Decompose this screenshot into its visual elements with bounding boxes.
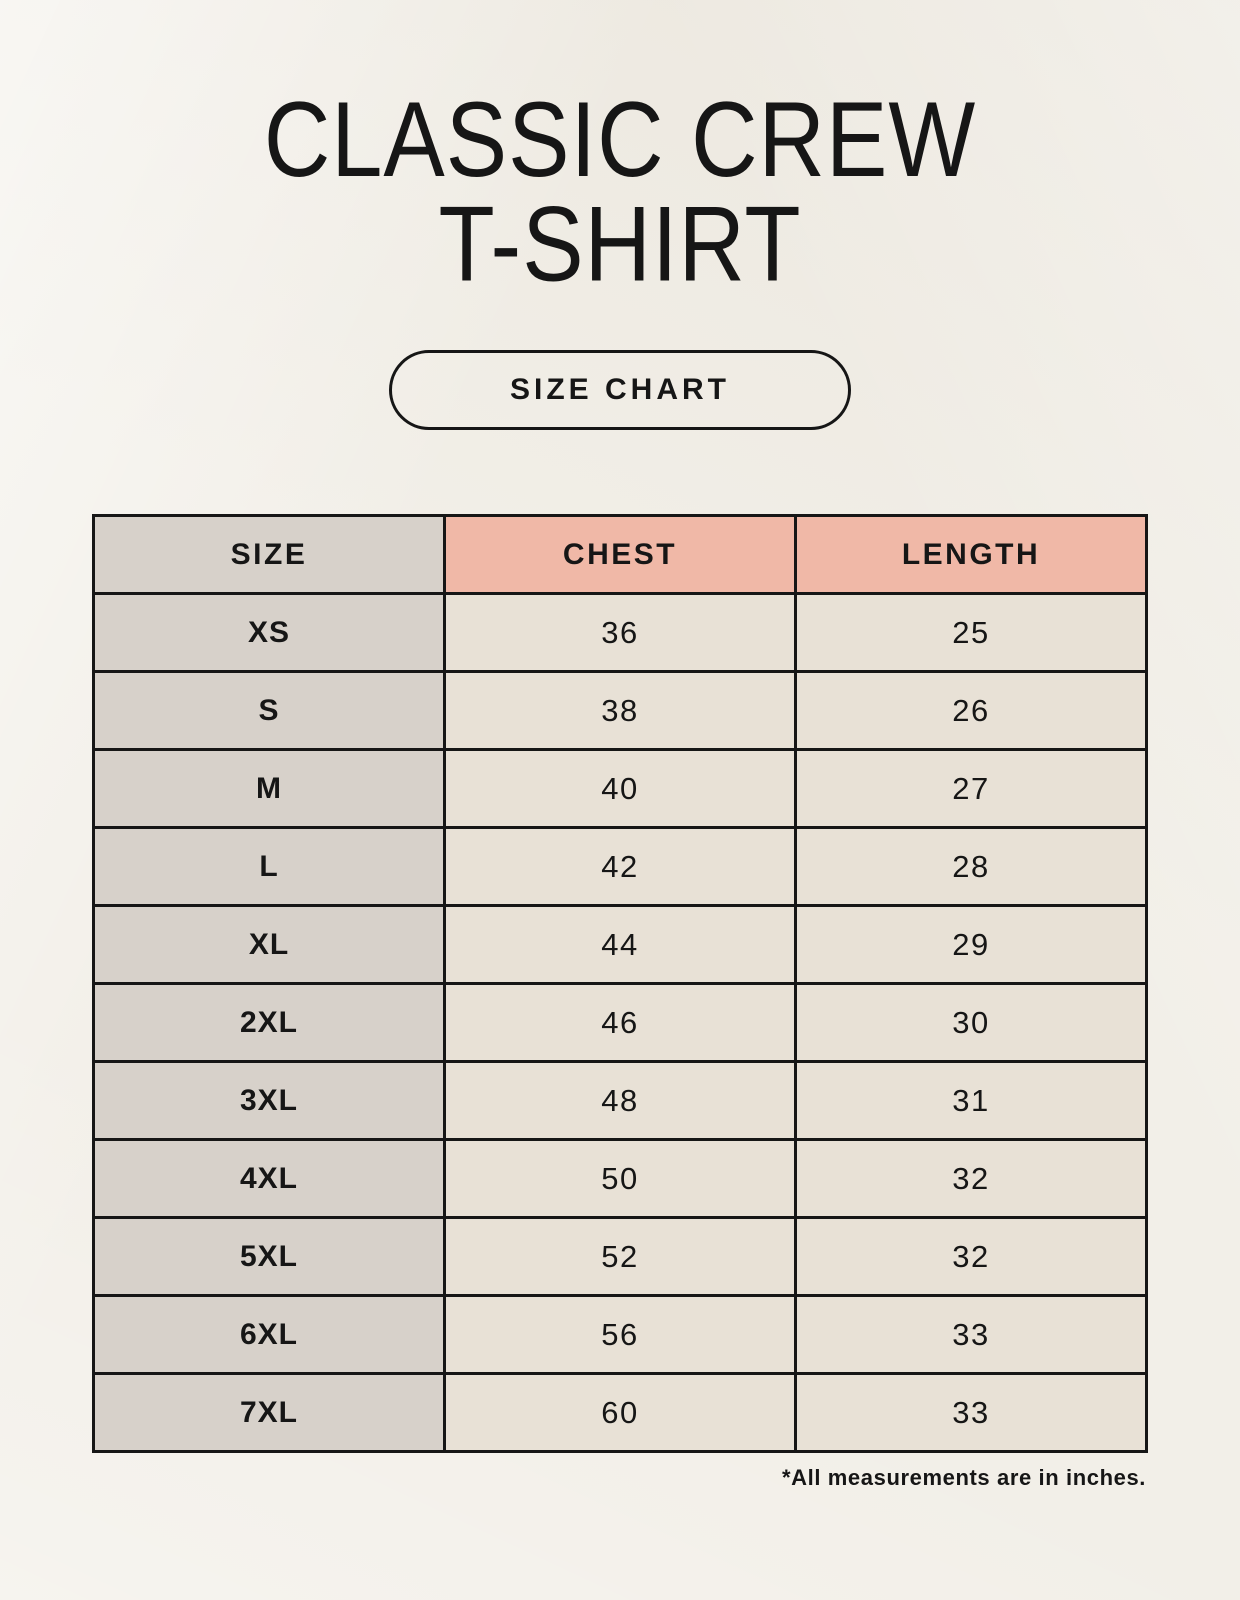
chest-cell: 50 — [443, 1138, 797, 1220]
chest-cell: 56 — [443, 1294, 797, 1376]
table-row: 3XL 48 31 — [92, 1060, 1148, 1142]
table-row: M 40 27 — [92, 748, 1148, 830]
chest-cell: 48 — [443, 1060, 797, 1142]
page-title: CLASSIC CREW T-SHIRT — [0, 0, 1240, 298]
length-cell: 33 — [794, 1372, 1148, 1454]
length-cell: 29 — [794, 904, 1148, 986]
table-row: S 38 26 — [92, 670, 1148, 752]
size-chart-badge: SIZE CHART — [389, 350, 851, 431]
chest-cell: 40 — [443, 748, 797, 830]
size-cell: 3XL — [92, 1060, 446, 1142]
measurements-footnote: *All measurements are in inches. — [781, 1465, 1146, 1491]
table-row: 6XL 56 33 — [92, 1294, 1148, 1376]
size-cell: L — [92, 826, 446, 908]
size-table: SIZE CHEST LENGTH XS 36 25 S 38 26 M 40 27 L 42 28 X… — [92, 514, 1148, 1454]
title-line-2: T-SHIRT — [438, 185, 802, 304]
table-header-row: SIZE CHEST LENGTH — [92, 514, 1148, 596]
length-cell: 32 — [794, 1138, 1148, 1220]
table-row: L 42 28 — [92, 826, 1148, 908]
column-header-chest: CHEST — [443, 514, 797, 596]
table-row: 2XL 46 30 — [92, 982, 1148, 1064]
chest-cell: 36 — [443, 592, 797, 674]
size-table-body: XS 36 25 S 38 26 M 40 27 L 42 28 XL 44 29 2XL 46 30 3XL 48 3… — [92, 592, 1148, 1454]
size-table-container: SIZE CHEST LENGTH XS 36 25 S 38 26 M 40 27 L 42 28 X… — [92, 514, 1148, 1491]
length-cell: 30 — [794, 982, 1148, 1064]
column-header-length: LENGTH — [794, 514, 1148, 596]
size-cell: 5XL — [92, 1216, 446, 1298]
size-cell: 2XL — [92, 982, 446, 1064]
chest-cell: 38 — [443, 670, 797, 752]
column-header-size: SIZE — [92, 514, 446, 596]
length-cell: 31 — [794, 1060, 1148, 1142]
size-cell: XL — [92, 904, 446, 986]
size-cell: XS — [92, 592, 446, 674]
length-cell: 32 — [794, 1216, 1148, 1298]
chest-cell: 52 — [443, 1216, 797, 1298]
length-cell: 25 — [794, 592, 1148, 674]
size-cell: S — [92, 670, 446, 752]
chest-cell: 46 — [443, 982, 797, 1064]
length-cell: 33 — [794, 1294, 1148, 1376]
chest-cell: 60 — [443, 1372, 797, 1454]
badge-row: SIZE CHART — [0, 350, 1240, 431]
table-row: 5XL 52 32 — [92, 1216, 1148, 1298]
table-row: 4XL 50 32 — [92, 1138, 1148, 1220]
size-cell: 7XL — [92, 1372, 446, 1454]
length-cell: 28 — [794, 826, 1148, 908]
chest-cell: 42 — [443, 826, 797, 908]
table-row: XS 36 25 — [92, 592, 1148, 674]
table-row: 7XL 60 33 — [92, 1372, 1148, 1454]
chest-cell: 44 — [443, 904, 797, 986]
size-cell: M — [92, 748, 446, 830]
title-line-1: CLASSIC CREW — [263, 81, 977, 200]
size-cell: 4XL — [92, 1138, 446, 1220]
length-cell: 26 — [794, 670, 1148, 752]
page-title-text: CLASSIC CREW T-SHIRT — [264, 87, 976, 298]
size-cell: 6XL — [92, 1294, 446, 1376]
length-cell: 27 — [794, 748, 1148, 830]
table-row: XL 44 29 — [92, 904, 1148, 986]
